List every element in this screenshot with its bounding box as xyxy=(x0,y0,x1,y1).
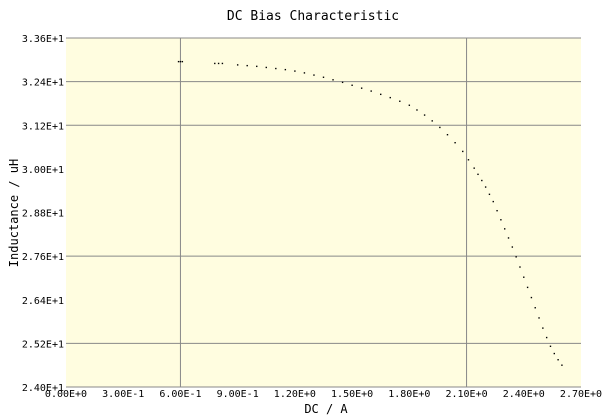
data-point xyxy=(177,60,180,63)
data-point xyxy=(504,228,506,230)
data-point xyxy=(507,237,510,239)
data-point xyxy=(431,120,433,122)
data-point xyxy=(462,150,464,153)
data-point xyxy=(484,186,487,188)
data-point xyxy=(399,100,401,102)
data-point xyxy=(236,64,239,66)
x-axis-label: DC / A xyxy=(304,402,348,416)
data-point xyxy=(303,72,306,74)
data-point xyxy=(214,62,216,65)
y-tick-label: 2.52E+1 xyxy=(22,339,64,350)
y-tick-label: 2.40E+1 xyxy=(22,383,64,394)
y-tick-label: 2.88E+1 xyxy=(22,209,64,220)
data-point xyxy=(370,90,372,92)
plot-background xyxy=(66,38,581,387)
data-point xyxy=(221,62,224,65)
data-point xyxy=(351,84,353,86)
data-point xyxy=(473,167,475,169)
y-axis-ticks: 2.40E+1 2.52E+1 2.64E+1 2.76E+1 2.88E+1 3.00E… xyxy=(22,34,64,394)
y-tick-label: 3.12E+1 xyxy=(22,121,64,132)
data-point xyxy=(538,317,540,319)
data-point xyxy=(380,93,382,96)
x-tick-label: 2.10E+0 xyxy=(445,389,487,400)
x-tick-label: 1.50E+0 xyxy=(331,389,373,400)
data-point xyxy=(477,173,479,176)
data-point xyxy=(332,79,334,81)
data-point xyxy=(515,256,517,258)
x-tick-label: 2.40E+0 xyxy=(503,389,545,400)
data-point xyxy=(500,219,502,221)
data-point xyxy=(217,62,220,65)
y-tick-label: 2.76E+1 xyxy=(22,252,64,263)
data-point xyxy=(557,359,559,361)
x-tick-label: 6.00E-1 xyxy=(159,389,201,400)
y-axis-label: Inductance / uH xyxy=(7,159,21,267)
data-series xyxy=(177,60,563,366)
data-point xyxy=(341,81,344,84)
x-tick-label: 9.00E-1 xyxy=(217,389,259,400)
x-tick-label: 2.70E+0 xyxy=(560,389,602,400)
data-point xyxy=(179,60,182,63)
x-axis-ticks: 0.00E+0 3.00E-1 6.00E-1 9.00E-1 1.20E+0 1.50E… xyxy=(45,389,602,400)
x-tick-label: 1.20E+0 xyxy=(274,389,316,400)
data-point xyxy=(246,64,248,67)
data-point xyxy=(454,142,456,144)
data-point xyxy=(542,327,544,329)
data-point xyxy=(549,345,552,347)
data-point xyxy=(294,70,296,72)
data-point xyxy=(284,68,287,71)
data-point xyxy=(553,352,555,355)
data-point xyxy=(389,96,391,99)
y-tick-label: 3.00E+1 xyxy=(22,165,64,176)
data-point xyxy=(481,179,483,182)
x-tick-label: 3.00E-1 xyxy=(102,389,144,400)
data-point xyxy=(492,200,494,203)
data-point xyxy=(545,336,548,339)
data-point xyxy=(439,126,441,129)
y-tick-label: 3.36E+1 xyxy=(22,34,64,45)
data-point xyxy=(496,209,498,212)
data-point xyxy=(446,134,449,136)
data-point xyxy=(530,296,533,299)
data-point xyxy=(275,67,277,70)
data-point xyxy=(523,276,525,278)
data-point xyxy=(256,65,258,68)
data-point xyxy=(313,74,315,76)
data-point xyxy=(416,109,418,111)
plot-area xyxy=(66,37,581,388)
data-point xyxy=(488,193,491,196)
x-tick-label: 0.00E+0 xyxy=(45,389,87,400)
data-point xyxy=(181,60,184,63)
data-point xyxy=(322,76,325,78)
chart-title: DC Bias Characteristic xyxy=(227,9,399,24)
data-point xyxy=(519,266,521,268)
x-tick-label: 1.80E+0 xyxy=(388,389,430,400)
data-point xyxy=(423,114,426,116)
data-point xyxy=(265,66,267,69)
data-point xyxy=(408,104,411,106)
y-tick-label: 3.24E+1 xyxy=(22,78,64,89)
data-point xyxy=(467,159,470,161)
data-point xyxy=(526,286,529,289)
data-point xyxy=(511,246,514,248)
data-point xyxy=(561,364,563,366)
y-tick-label: 2.64E+1 xyxy=(22,296,64,307)
data-point xyxy=(534,307,536,309)
data-point xyxy=(360,87,363,89)
